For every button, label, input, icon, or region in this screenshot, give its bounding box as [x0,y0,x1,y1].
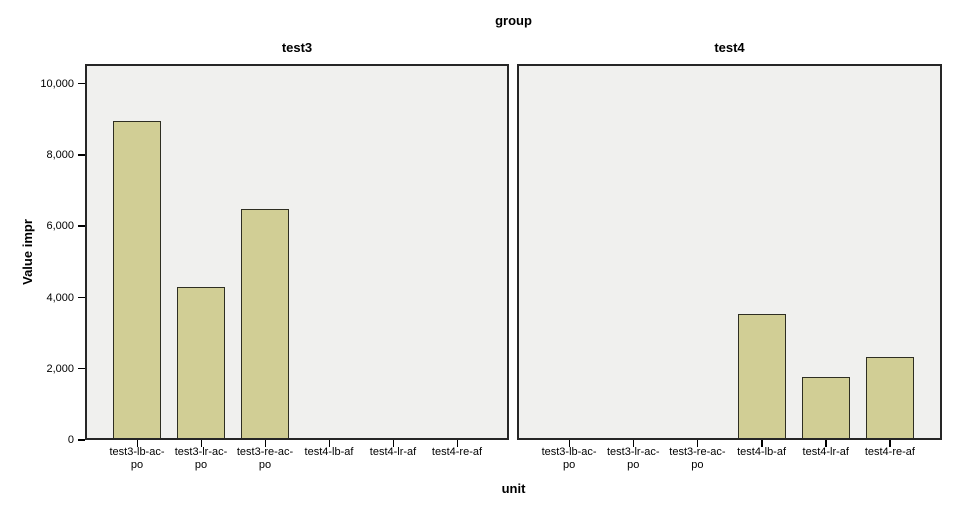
x-tick-label: test3-lb-ac- po [109,446,165,471]
x-tick-label: test3-lr-ac- po [174,446,228,471]
y-tick-mark [78,296,85,299]
x-tick-mark [889,440,891,447]
x-tick-mark [568,440,571,447]
y-tick-mark [78,225,85,227]
x-tick-label: test4-lr-af [369,446,417,458]
y-tick-mark [78,154,85,156]
x-tick-mark [136,440,138,447]
bar-test3-lr-ac-po [177,287,225,438]
y-tick-label: 2,000 [46,362,74,375]
bar-test4-lb-af [738,314,786,438]
x-tick-label: test3-lb-ac- po [541,446,597,471]
x-tick-label: test3-lr-ac- po [606,446,660,471]
x-tick-label: test4-re-af [431,446,483,458]
y-tick-mark [78,367,85,370]
x-tick-mark [696,440,699,447]
x-tick-mark [456,440,458,447]
x-tick-mark [825,440,827,447]
x-tick-label: test4-lr-af [802,446,849,458]
panel-title-test3: test3 [281,40,313,55]
x-tick-mark [328,440,330,447]
y-tick-label: 10,000 [40,77,74,90]
y-tick-mark [78,439,85,441]
x-tick-mark [392,440,394,447]
x-tick-mark [761,440,763,447]
x-tick-label: test4-re-af [864,446,915,458]
x-tick-mark [200,440,202,447]
y-tick-label: 0 [67,434,74,446]
x-tick-mark [264,440,266,447]
x-tick-label: test4-lb-af [304,446,354,458]
x-axis-title: unit [501,481,526,496]
x-tick-mark [632,440,635,447]
x-tick-label: test4-lb-af [737,446,787,458]
bar-test4-re-af [866,357,914,438]
y-tick-label: 8,000 [46,149,74,162]
panel-title-test4: test4 [714,40,745,55]
chart-title: group [495,13,532,28]
y-tick-mark [78,82,85,85]
bar-test4-lr-af [802,377,850,438]
bar-test3-lb-ac-po [113,121,161,438]
y-tick-label: 6,000 [46,220,74,233]
x-tick-label: test3-re-ac- po [669,446,726,471]
x-tick-label: test3-re-ac- po [236,446,294,471]
y-tick-label: 4,000 [46,291,74,304]
bar-test3-re-ac-po [241,209,289,438]
